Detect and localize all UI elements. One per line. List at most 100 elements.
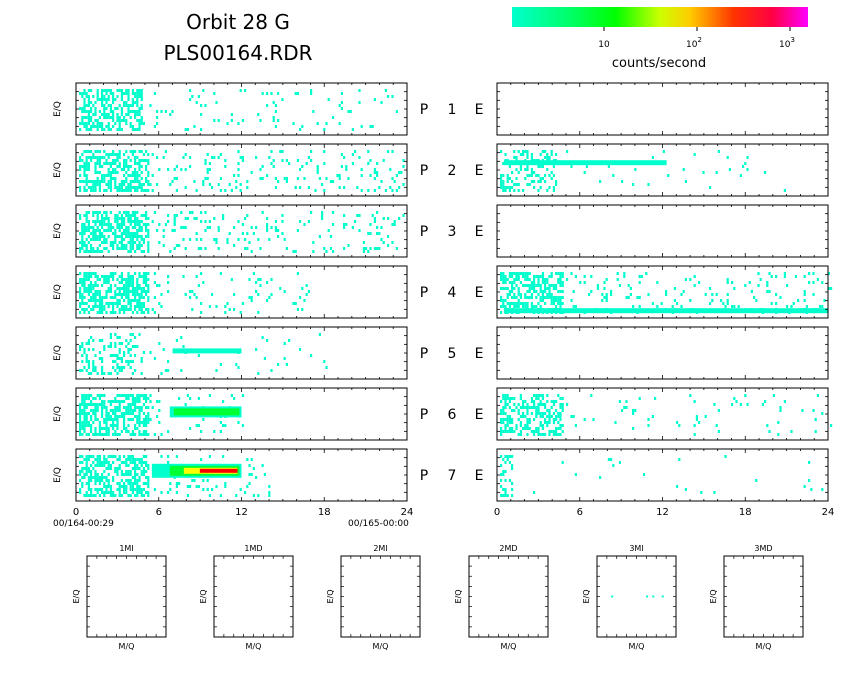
spectrogram-cell [557, 272, 560, 275]
spectrogram-cell [162, 235, 165, 238]
spectrogram-cell [90, 479, 93, 482]
spectrogram-cell [107, 98, 110, 101]
x-tick-label: 6 [577, 507, 583, 518]
spectrogram-cell [101, 101, 104, 104]
spectrogram-cell [200, 302, 203, 305]
spectrogram-cell [129, 394, 132, 397]
spectrogram-cell [167, 360, 170, 363]
spectrogram-cell [539, 299, 542, 302]
spectrogram-cell [544, 156, 547, 159]
spectrogram-cell [98, 476, 101, 479]
spectrogram-cell [123, 229, 126, 232]
spectrogram-cell [134, 424, 137, 427]
spectrogram-cell [559, 275, 562, 278]
spectrogram-cell [230, 278, 233, 281]
spectrogram-cell [83, 104, 86, 107]
spectrogram-cell [83, 241, 86, 244]
spectrogram-cell [277, 235, 280, 238]
spectrogram-cell [147, 183, 150, 186]
mass-point [645, 595, 648, 598]
spectrogram-cell [79, 281, 82, 284]
spectrogram-cell [382, 241, 385, 244]
spectrogram-cell [136, 421, 139, 424]
spectrogram-cell [138, 485, 141, 488]
spectrogram-cell [114, 296, 117, 299]
spectrogram-cell [125, 308, 128, 311]
spectrogram-cell [120, 168, 123, 171]
spectrogram-cell [555, 400, 558, 403]
spectrogram-cell [123, 406, 126, 409]
spectrogram-cell [689, 299, 692, 302]
spectrogram-cell [127, 302, 130, 305]
panel-row-3: E/Q P 3 E [53, 204, 829, 258]
spectrogram-cell [98, 278, 101, 281]
spectrogram-cell [96, 305, 99, 308]
spectrogram-cell [539, 421, 542, 424]
spectrogram-cell [504, 424, 507, 427]
spectrogram-cell [114, 345, 117, 348]
spectrogram-cell [151, 174, 154, 177]
spectrogram-cell [127, 458, 130, 461]
spectrogram-cell [81, 241, 84, 244]
spectrogram-cell [109, 467, 112, 470]
spectrogram-cell [109, 223, 112, 226]
spectrogram-cell [528, 296, 531, 299]
spectrogram-cell [153, 125, 156, 128]
spectrogram-cell [533, 403, 536, 406]
spectrogram-cell [114, 354, 117, 357]
spectrogram-cell [94, 180, 97, 183]
spectrogram-cell [167, 290, 170, 293]
spectrogram-cell [215, 485, 218, 488]
spectrogram-cell [248, 482, 251, 485]
spectrogram-cell [138, 275, 141, 278]
spectrogram-cell [618, 284, 621, 287]
spectrogram-cell [779, 296, 782, 299]
spectrogram-cell [92, 220, 95, 223]
spectrogram-cell [107, 122, 110, 125]
spectrogram-cell [140, 220, 143, 223]
spectrogram-cell [109, 302, 112, 305]
spectrogram-cell [162, 156, 165, 159]
spectrogram-cell [81, 223, 84, 226]
spectrogram-cell [123, 351, 126, 354]
spectrogram-cell [107, 180, 110, 183]
green-band [173, 408, 240, 416]
spectrogram-cell [79, 156, 82, 159]
spectrogram-cell [618, 400, 621, 403]
spectrogram-cell [83, 165, 86, 168]
row-number: 7 [448, 468, 457, 484]
spectrogram-cell [530, 296, 533, 299]
spectrogram-cell [98, 421, 101, 424]
spectrogram-cell [248, 464, 251, 467]
spectrogram-cell [94, 232, 97, 235]
spectrogram-cell [136, 415, 139, 418]
spectrogram-cell [118, 247, 121, 250]
spectrogram-cell [131, 433, 134, 436]
spectrogram-cell [524, 296, 527, 299]
spectrogram-cell [103, 247, 106, 250]
spectrogram-cell [158, 241, 161, 244]
spectrogram-cell [118, 369, 121, 372]
spectrogram-cell [285, 177, 288, 180]
spectrogram-cell [153, 296, 156, 299]
spectrogram-cell [118, 351, 121, 354]
spectrogram-cell [574, 305, 577, 308]
spectrogram-cell [513, 430, 516, 433]
row-e-label: E [475, 285, 484, 301]
spectrogram-cell [116, 302, 119, 305]
spectrogram-cell [105, 98, 108, 101]
spectrogram-cell [101, 128, 104, 131]
spectrogram-cell [235, 186, 238, 189]
spectrogram-cell [138, 397, 141, 400]
spectrogram-cell [127, 278, 130, 281]
spectrogram-cell [120, 293, 123, 296]
spectrogram-cell [770, 302, 773, 305]
spectrogram-cell [590, 290, 593, 293]
spectrogram-cell [812, 281, 815, 284]
spectrogram-cell [105, 174, 108, 177]
spectrogram-cell [123, 159, 126, 162]
spectrogram-cell [345, 165, 348, 168]
spectrogram-cell [184, 153, 187, 156]
spectrogram-cell [134, 189, 137, 192]
spectrogram-cell [541, 394, 544, 397]
